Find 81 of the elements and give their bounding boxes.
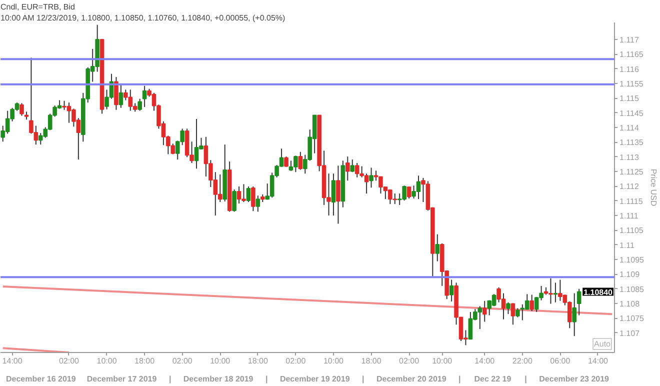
y-tick-label: 1.107 (620, 328, 640, 338)
x-tick-label: 02:00 (58, 356, 80, 366)
candlestick (284, 156, 288, 168)
y-tick-label: 1.1075 (620, 314, 645, 324)
candlestick (114, 76, 118, 110)
text: December 19 2019 (280, 374, 350, 384)
text: | (362, 374, 364, 384)
x-tick-label: 18:00 (134, 356, 156, 366)
y-tick-label: 1.1105 (620, 226, 644, 236)
candlestick (246, 186, 251, 203)
candlestick (138, 98, 142, 112)
y-tick-label: 1.1125 (620, 168, 644, 177)
y-tick-label: 1.1115 (620, 196, 644, 206)
x-tick-label: 10:00 (323, 356, 344, 366)
candlestick (298, 151, 303, 170)
candlestick (510, 302, 516, 326)
x-tick-label: 06:00 (550, 356, 571, 366)
text: | (524, 374, 527, 384)
x-tick-label: 14:00 (2, 356, 23, 366)
x-tick-label: 10:00 (96, 356, 118, 366)
x-tick-label: 02:00 (286, 356, 306, 366)
y-tick-label: 1.1145 (620, 108, 644, 118)
candlestick (576, 288, 582, 316)
x-tick-label: 18:00 (248, 356, 268, 366)
candlestick (435, 234, 440, 262)
y-tick-label: 1.1165 (620, 50, 644, 60)
candlestick (256, 195, 260, 212)
candlestick (336, 165, 340, 224)
x-tick-label: 18:00 (361, 356, 382, 366)
y-tick-label: 1.114 (620, 124, 640, 133)
y-axis-title: Price USD (648, 168, 658, 206)
annotation: Auto (594, 340, 612, 348)
candlestick (20, 102, 24, 116)
candlestick (572, 292, 577, 337)
y-tick-label: 1.113 (620, 152, 640, 162)
y-tick-label: 1.117 (620, 36, 640, 45)
x-tick-label: 22:00 (512, 356, 533, 366)
text: | (458, 374, 461, 384)
y-tick-label: 1.115 (620, 94, 640, 104)
y-tick-label: 1.11 (620, 240, 636, 250)
candlestick (345, 156, 350, 182)
candlestick (530, 294, 534, 312)
x-tick-label: 10:00 (210, 356, 231, 366)
text: December 23 2019 (539, 374, 610, 384)
candlestick (482, 300, 487, 322)
text: Dec 22 19 (474, 374, 512, 384)
candlestick (142, 85, 147, 108)
text: | (168, 374, 172, 384)
y-tick-label: 1.1085 (620, 284, 645, 294)
text: December 18 2019 (183, 374, 254, 384)
y-tick-label: 1.111 (620, 212, 639, 221)
candlestick (516, 308, 520, 318)
candlestick (553, 282, 558, 303)
candlestick (449, 279, 454, 302)
text: December 20 2019 (376, 374, 447, 384)
x-tick-label: 14:00 (474, 356, 496, 366)
y-tick-label: 1.1155 (620, 80, 644, 89)
candlestick (369, 167, 374, 188)
x-tick-label: 02:00 (172, 356, 193, 366)
y-tick-label: 1.1095 (620, 256, 645, 265)
x-tick-label: 10:00 (432, 356, 453, 366)
candlestick (406, 186, 412, 199)
text: | (265, 374, 268, 384)
chart-title: Cndl, EUR=TRB, Bid (0, 2, 75, 12)
candlestick (331, 173, 336, 216)
text: December 16 2019 (6, 374, 76, 384)
candlestick (506, 302, 510, 315)
chart-subtitle: 10:00 AM 12/23/2019, 1.10800, 1.10850, 1.10760, 1.10840, +0.00055, (+0.05%) (0, 14, 286, 22)
candlestick (350, 158, 355, 173)
y-tick-label: 1.116 (620, 64, 640, 74)
y-tick-label: 1.108 (620, 300, 640, 309)
y-tick-label: 1.1135 (620, 138, 644, 148)
x-tick-label: 14:00 (588, 356, 609, 366)
candlestick (251, 186, 256, 212)
y-tick-label: 1.109 (620, 270, 640, 280)
x-tick-label: 02:00 (399, 356, 420, 366)
annotation: 1.10840 (584, 288, 614, 297)
text: December 17 2019 (86, 374, 158, 384)
y-tick-label: 1.112 (620, 182, 640, 192)
candlestick (232, 188, 236, 212)
candlestick (118, 83, 124, 108)
